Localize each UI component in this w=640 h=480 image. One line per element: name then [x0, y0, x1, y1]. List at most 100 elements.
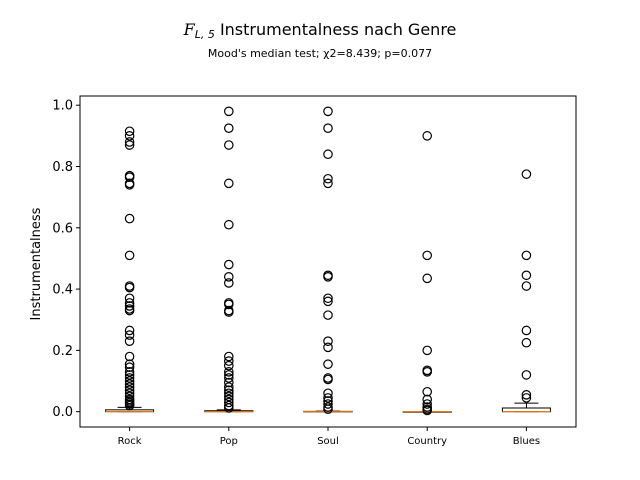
plot-marks: [105, 106, 551, 416]
outlier-point: [323, 399, 333, 409]
outlier-point: [124, 330, 135, 340]
outlier-point: [323, 293, 333, 304]
y-axis-label: Instrumentalness: [29, 207, 44, 320]
outlier-point: [124, 282, 135, 293]
outlier-point: [224, 351, 234, 362]
outlier-point: [224, 403, 234, 413]
outlier-point: [422, 131, 432, 141]
box-group: [204, 106, 254, 413]
outlier-point: [124, 351, 135, 362]
outlier-point: [124, 385, 135, 396]
outlier-point: [323, 359, 333, 369]
outlier-point: [521, 337, 532, 348]
outlier-point: [124, 305, 135, 316]
outlier-point: [224, 140, 234, 150]
outlier-point: [124, 379, 135, 389]
outlier-point: [224, 299, 234, 310]
outlier-point: [422, 367, 432, 377]
outlier-point: [323, 123, 333, 133]
y-axis: 0.0 0.2 0.4 0.6 0.8 1.0: [52, 99, 80, 420]
outlier-point: [124, 388, 135, 399]
outlier-point: [224, 356, 234, 366]
title-subscript: L, 5: [194, 28, 215, 41]
outlier-point: [224, 400, 234, 411]
outlier-point: [323, 106, 333, 117]
outlier-point: [521, 250, 532, 261]
outlier-point: [422, 273, 432, 284]
outlier-point: [323, 173, 333, 184]
outlier-point: [323, 272, 333, 282]
box-group: [402, 131, 452, 416]
outlier-point: [323, 388, 333, 399]
outlier-point: [422, 386, 432, 397]
y-tick-label: 0.8: [52, 160, 73, 175]
outlier-point: [224, 106, 234, 117]
outlier-point: [224, 272, 234, 282]
outlier-point: [323, 342, 333, 353]
outlier-point: [124, 126, 135, 137]
y-tick-label: 0.2: [52, 344, 73, 359]
outlier-point: [422, 345, 432, 356]
plot-area-frame: [79, 95, 577, 428]
outlier-point: [422, 399, 432, 409]
outlier-point: [224, 367, 234, 377]
y-tick-label: 1.0: [52, 99, 73, 114]
outlier-point: [124, 137, 135, 147]
outlier-point: [224, 382, 234, 392]
x-tick-label: Pop: [220, 436, 238, 447]
y-tick-label: 0.6: [52, 221, 73, 236]
outlier-point: [224, 377, 234, 388]
outlier-point: [224, 370, 234, 380]
outlier-point: [224, 259, 234, 270]
outlier-point: [124, 370, 135, 380]
outlier-point: [124, 362, 135, 373]
x-axis: Rock Pop Soul Country Blues: [118, 427, 540, 447]
outlier-point: [224, 360, 234, 371]
outlier-point: [124, 140, 135, 150]
outlier-point: [124, 400, 135, 411]
x-tick-label: Country: [407, 436, 447, 447]
outlier-point: [124, 172, 135, 183]
outlier-point: [124, 359, 135, 369]
outlier-point: [124, 213, 135, 224]
outlier-point: [323, 149, 333, 160]
outlier-point: [124, 373, 135, 383]
outlier-point: [323, 336, 333, 346]
chart-title: FL, 5 Instrumentalness nach Genre: [0, 20, 640, 41]
title-symbol: F: [183, 20, 195, 39]
x-tick-label: Soul: [317, 436, 339, 447]
outlier-point: [124, 301, 135, 311]
box-group: [105, 126, 155, 413]
outlier-point: [521, 270, 532, 281]
outlier-point: [124, 336, 135, 346]
box-group: [303, 106, 353, 415]
outlier-point: [224, 373, 234, 383]
outlier-point: [323, 374, 333, 385]
outlier-point: [224, 123, 234, 133]
outlier-point: [124, 293, 135, 304]
outlier-point: [224, 385, 234, 396]
y-tick-label: 0.0: [52, 405, 73, 420]
outlier-point: [422, 250, 432, 261]
outlier-point: [521, 325, 532, 336]
outlier-point: [521, 393, 532, 403]
outlier-point: [323, 296, 333, 307]
outlier-point: [224, 391, 234, 402]
outlier-point: [224, 397, 234, 408]
outlier-point: [124, 367, 135, 377]
outlier-point: [124, 382, 135, 392]
box-group: [501, 169, 551, 413]
outlier-point: [521, 390, 532, 400]
outlier-point: [323, 393, 333, 403]
outlier-point: [124, 250, 135, 261]
outlier-point: [323, 404, 333, 415]
outlier-point: [224, 219, 234, 230]
title-text: Instrumentalness nach Genre: [219, 20, 457, 39]
outlier-point: [521, 370, 532, 380]
outlier-point: [124, 376, 135, 386]
outlier-point: [224, 278, 234, 288]
outlier-point: [521, 169, 532, 179]
x-tick-label: Blues: [513, 436, 540, 447]
outlier-point: [124, 298, 135, 308]
